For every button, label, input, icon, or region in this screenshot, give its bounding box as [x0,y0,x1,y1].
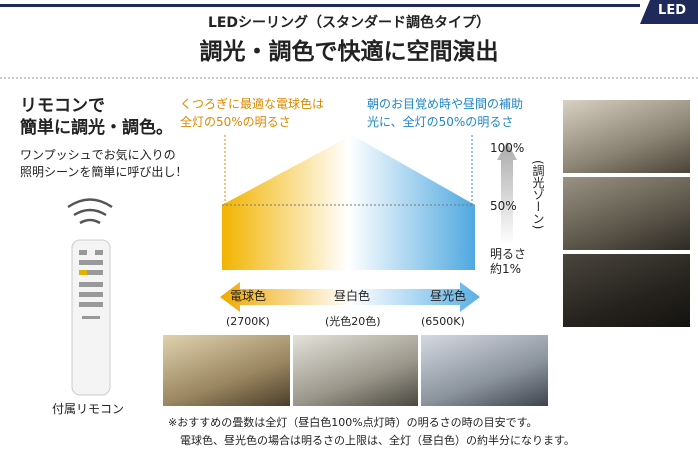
footnote: 電球色、昼光色の場合は明るさの上限は、全灯（昼白色）の約半分になります。 [180,434,575,447]
cool-note: 光に、全灯の50%の明るさ [367,115,514,129]
color-label: 電球色 [230,289,267,303]
signal [67,198,113,225]
temperature: (6500K) [421,315,465,328]
heading: 簡単に調光・調色。 [20,118,173,138]
room-photo [293,335,418,406]
scale-bottom: 約1% [490,262,522,276]
top-rule [0,4,640,7]
badge: LED [658,3,686,18]
title: 調光・調色で快適に空間演出 [199,39,499,65]
brightness-arrow [497,142,517,245]
color-label: 昼白色 [334,289,371,303]
warm-note: くつろぎに最適な電球色は [180,97,325,111]
brightness-shape [222,135,475,270]
room-photo [563,177,690,250]
scale-top: 100% [490,141,525,155]
zone-label: (調光ゾーン) [531,160,545,230]
scale-middle: 50% [490,199,517,213]
badge-bg [640,0,698,24]
room-photo [563,100,690,173]
description: 照明シーンを簡単に呼び出し！ [20,165,188,179]
room-photo [163,335,290,406]
temperature: (2700K) [226,315,270,328]
footnote: ※おすすめの畳数は全灯（昼白色100%点灯時）の明るさの時の目安です。 [168,416,538,429]
color-label: 昼光色 [430,289,467,303]
color-arrow [220,282,480,312]
cool-note: 朝のお目覚め時や昼間の補助 [367,97,524,111]
heading: リモコンで [20,96,105,116]
scale-bottom: 明るさ [490,247,527,261]
room-photo [563,254,690,327]
description: ワンプッシュでお気に入りの [20,148,176,162]
remote-buttons [79,250,103,319]
room-photo [421,335,548,406]
warm-note: 全灯の50%の明るさ [180,115,291,129]
remote-caption: 付属リモコン [52,402,125,416]
temperature: (光色20色) [325,315,381,328]
subtitle: LEDシーリング（スタンダード調色タイプ） [207,15,491,31]
